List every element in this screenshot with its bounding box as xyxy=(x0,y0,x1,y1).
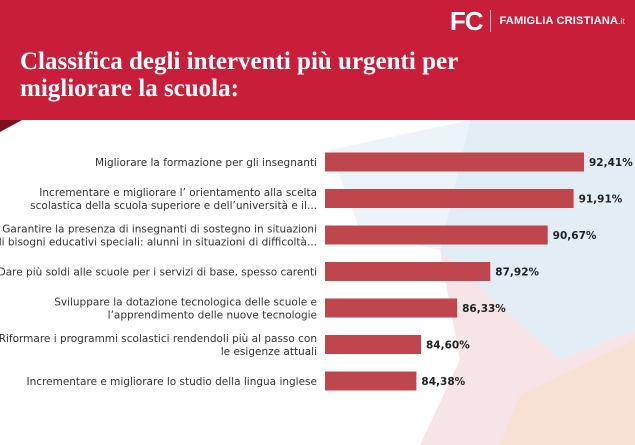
bar-6 xyxy=(325,335,422,354)
category-label-2-line-2: scolastica della scuola superiore e dell… xyxy=(30,200,317,212)
value-label-7: 84,38% xyxy=(421,376,465,388)
value-label-3: 90,67% xyxy=(553,230,597,242)
category-label-6-line-1: Riformare i programmi scolastici rendend… xyxy=(0,333,317,345)
brand-name: FAMIGLIA CRISTIANA.it xyxy=(499,15,625,27)
bar-3 xyxy=(325,225,548,245)
brand-logo: FC xyxy=(449,6,484,36)
category-label-2-line-1: Incrementare e migliorare l’ orientament… xyxy=(39,187,317,199)
category-label-3-line-1: Garantire la presenza di insegnanti di s… xyxy=(2,224,317,236)
bar-1 xyxy=(325,152,584,172)
category-label-4-line-1: Dare più soldi alle scuole per i servizi… xyxy=(0,267,317,279)
value-label-2: 91,91% xyxy=(579,194,623,206)
category-label-5-line-1: Sviluppare la dotazione tecnologica dell… xyxy=(54,297,317,309)
bar-5 xyxy=(325,298,458,318)
category-label-3-line-2: di bisogni educativi speciali: alunni in… xyxy=(0,237,317,249)
category-label-7-line-1: Incrementare e migliorare lo studio dell… xyxy=(27,376,317,388)
value-label-6: 84,60% xyxy=(426,340,470,352)
bar-7 xyxy=(325,371,417,391)
page-title: Classifica degli interventi più urgenti … xyxy=(20,48,580,102)
page-title-line-2: migliorare la scuola: xyxy=(20,75,239,102)
brand-tld: .it xyxy=(618,17,625,26)
brand[interactable]: FC FAMIGLIA CRISTIANA.it xyxy=(450,8,625,34)
header-fold xyxy=(0,120,22,132)
page-title-line-1: Classifica degli interventi più urgenti … xyxy=(20,48,459,75)
header-banner xyxy=(0,0,635,120)
category-label-1-line-1: Migliorare la formazione per gli insegna… xyxy=(95,157,317,169)
deco-shape-peach xyxy=(500,340,635,445)
brand-divider xyxy=(490,10,492,32)
bar-4 xyxy=(325,262,491,281)
bar-2 xyxy=(325,189,574,208)
category-label-6-line-2: le esigenze attuali xyxy=(221,346,317,358)
value-label-5: 86,33% xyxy=(462,303,506,315)
brand-name-text: FAMIGLIA CRISTIANA xyxy=(499,15,619,27)
value-label-1: 92,41% xyxy=(589,157,633,169)
value-label-4: 87,92% xyxy=(495,267,539,279)
category-label-5-line-2: l’apprendimento delle nuove tecnologie xyxy=(108,310,317,322)
